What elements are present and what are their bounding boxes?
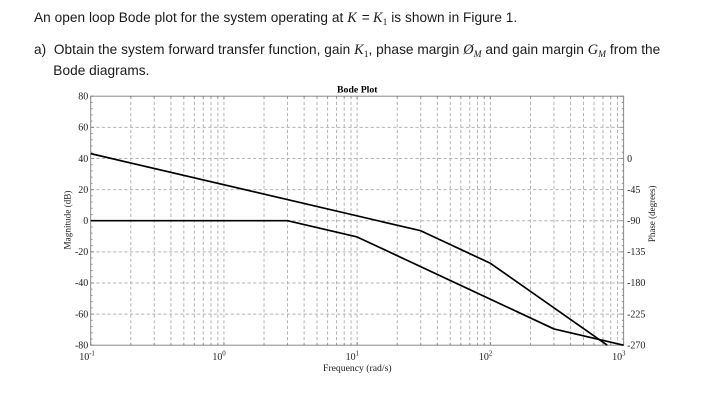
svg-text:1: 1 (356, 349, 360, 357)
svg-text:-1: -1 (89, 349, 95, 357)
svg-text:Phase (degrees): Phase (degrees) (647, 185, 657, 242)
svg-text:-90: -90 (627, 216, 640, 227)
svg-text:10: 10 (212, 352, 222, 363)
svg-text:0: 0 (222, 349, 226, 357)
svg-text:2: 2 (489, 349, 493, 357)
svg-text:3: 3 (622, 349, 626, 357)
svg-text:-60: -60 (75, 309, 88, 320)
svg-text:0: 0 (83, 216, 88, 227)
svg-text:Frequency (rad/s): Frequency (rad/s) (323, 363, 392, 374)
svg-text:-40: -40 (75, 278, 88, 289)
svg-text:-20: -20 (75, 247, 88, 258)
svg-text:20: 20 (78, 185, 88, 196)
svg-text:Magnitude (dB): Magnitude (dB) (62, 191, 72, 250)
svg-text:10: 10 (346, 352, 356, 363)
svg-text:10: 10 (612, 352, 622, 363)
svg-text:0: 0 (627, 154, 632, 165)
svg-text:40: 40 (78, 154, 88, 165)
svg-text:10: 10 (479, 352, 489, 363)
svg-text:80: 80 (78, 92, 88, 103)
svg-text:-45: -45 (627, 185, 640, 196)
svg-text:-180: -180 (627, 278, 645, 289)
svg-text:60: 60 (78, 123, 88, 134)
svg-text:-135: -135 (627, 247, 645, 258)
svg-text:Bode Plot: Bode Plot (337, 85, 378, 96)
svg-text:10: 10 (79, 352, 89, 363)
svg-text:-270: -270 (627, 341, 645, 352)
svg-text:-80: -80 (75, 341, 88, 352)
svg-text:-225: -225 (627, 309, 645, 320)
